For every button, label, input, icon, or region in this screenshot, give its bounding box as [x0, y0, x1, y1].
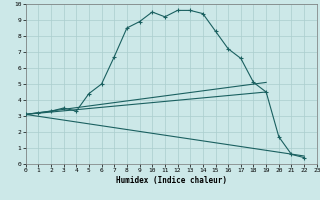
X-axis label: Humidex (Indice chaleur): Humidex (Indice chaleur) [116, 176, 227, 185]
